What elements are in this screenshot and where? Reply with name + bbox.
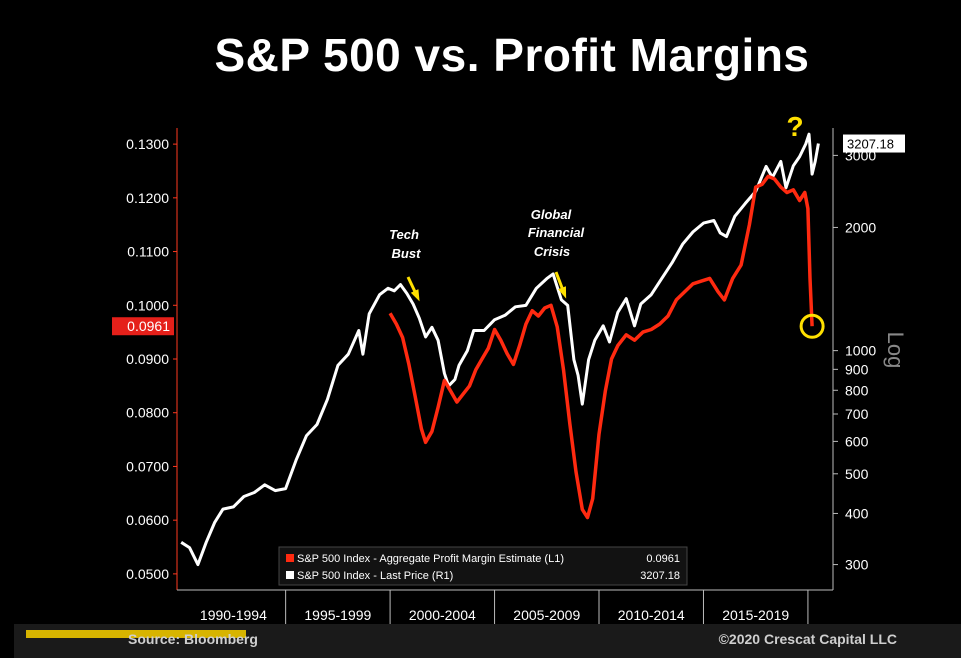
right-tick-label: 800: [845, 382, 869, 398]
annotation-text: Bust: [392, 246, 422, 261]
left-tick-label: 0.0700: [126, 458, 169, 474]
x-tick-label: 1995-1999: [304, 607, 371, 623]
annotation-text: Crisis: [534, 244, 570, 259]
chart-title: S&P 500 vs. Profit Margins: [214, 29, 810, 81]
source-text: Source: Bloomberg: [128, 631, 258, 647]
right-axis-label: Log: [883, 332, 908, 369]
right-tick-label: 2000: [845, 219, 876, 235]
annotation-text: Financial: [528, 225, 585, 240]
legend-label-margin: S&P 500 Index - Aggregate Profit Margin …: [297, 553, 564, 565]
right-tick-label: 600: [845, 433, 869, 449]
left-tick-label: 0.0500: [126, 566, 169, 582]
annotation-layer: Tech Bust Global Financial Crisis?: [389, 111, 825, 339]
annotation-text: Global: [531, 207, 572, 222]
question-mark: ?: [786, 111, 803, 142]
legend-swatch-margin: [286, 554, 294, 562]
right-tick-label: 400: [845, 505, 869, 521]
series-line-price: [180, 132, 820, 567]
gfc-arrow-head: [558, 286, 567, 299]
left-current-value: 0.0961: [127, 318, 170, 334]
right-tick-label: 900: [845, 361, 869, 377]
series-line-margin: [388, 174, 814, 520]
legend-label-price: S&P 500 Index - Last Price (R1): [297, 570, 453, 582]
legend-value-price: 3207.18: [640, 570, 680, 582]
right-tick-label: 1000: [845, 343, 876, 359]
right-tick-label: 500: [845, 466, 869, 482]
annotation-text: Tech: [389, 227, 419, 242]
legend-swatch-price: [286, 571, 294, 579]
x-tick-label: 2005-2009: [513, 607, 580, 623]
x-tick-label: 2000-2004: [409, 607, 476, 623]
highlight-circle: [799, 313, 825, 339]
copyright-text: ©2020 Crescat Capital LLC: [718, 631, 897, 647]
left-tick-label: 0.1300: [126, 136, 169, 152]
legend-value-margin: 0.0961: [646, 553, 680, 565]
x-tick-label: 1990-1994: [200, 607, 267, 623]
axes-layer: 0.0500 0.0600 0.0700 0.0800 0.0900 0.1000 0.11…: [112, 128, 908, 624]
right-tick-label: 300: [845, 557, 869, 573]
left-tick-label: 0.1100: [127, 244, 169, 260]
left-tick-label: 0.0800: [126, 405, 169, 421]
legend-box: [278, 546, 688, 586]
left-tick-label: 0.0600: [126, 512, 169, 528]
footer-progress-bar: [26, 630, 246, 638]
x-tick-label: 2010-2014: [618, 607, 685, 623]
right-current-value: 3207.18: [847, 137, 894, 152]
right-tick-label: 700: [845, 406, 869, 422]
left-tick-label: 0.0900: [126, 351, 169, 367]
left-tick-label: 0.1000: [126, 297, 169, 313]
left-current-badge: [112, 317, 174, 336]
footer-bar: [14, 624, 961, 658]
tech-bust-arrow-head: [410, 289, 420, 302]
x-tick-label: 2015-2019: [722, 607, 789, 623]
legend: S&P 500 Index - Aggregate Profit Margin …: [278, 546, 688, 586]
lines-layer: [180, 132, 820, 567]
left-tick-label: 0.1200: [126, 190, 169, 206]
right-current-badge: [843, 134, 905, 153]
